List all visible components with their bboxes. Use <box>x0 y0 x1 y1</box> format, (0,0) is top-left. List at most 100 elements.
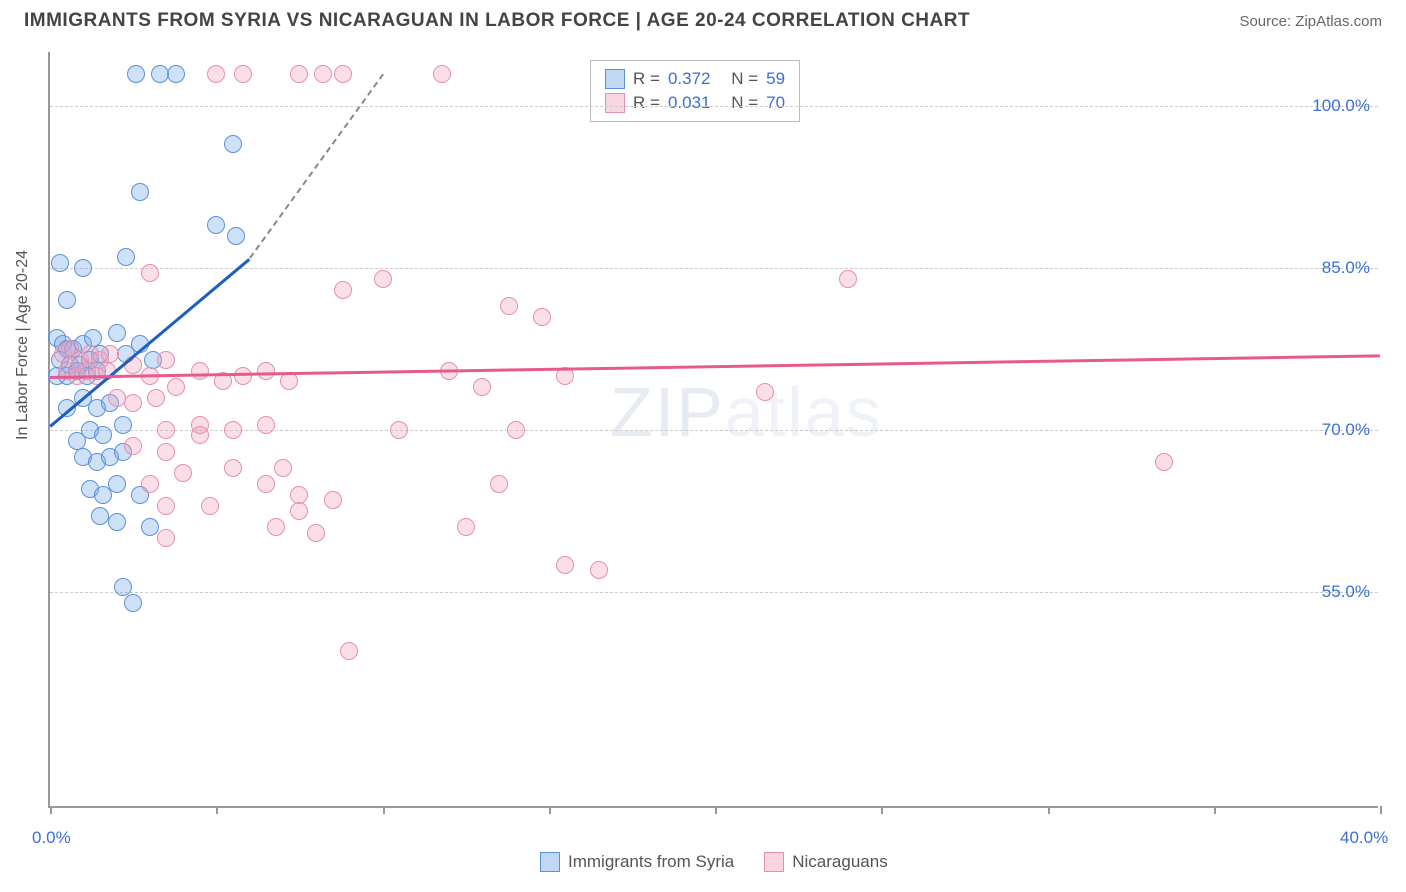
data-point <box>290 65 308 83</box>
y-tick-label: 70.0% <box>1322 420 1370 440</box>
trend-line <box>249 74 384 259</box>
n-label: N = <box>731 67 758 91</box>
data-point <box>267 518 285 536</box>
y-tick-label: 85.0% <box>1322 258 1370 278</box>
legend-label: Nicaraguans <box>792 852 887 872</box>
data-point <box>147 389 165 407</box>
legend-item-syria: Immigrants from Syria <box>540 852 734 872</box>
y-tick-label: 100.0% <box>1312 96 1370 116</box>
data-point <box>257 416 275 434</box>
x-tick-end: 40.0% <box>1340 828 1388 848</box>
data-point <box>157 421 175 439</box>
data-point <box>117 248 135 266</box>
scatter-plot: ZIPatlas R = 0.372 N = 59 R = 0.031 N = … <box>48 52 1378 808</box>
data-point <box>340 642 358 660</box>
data-point <box>91 507 109 525</box>
legend-stats: R = 0.372 N = 59 R = 0.031 N = 70 <box>590 60 800 122</box>
source-label: Source: ZipAtlas.com <box>1239 13 1382 30</box>
data-point <box>556 556 574 574</box>
data-point <box>224 459 242 477</box>
data-point <box>108 513 126 531</box>
watermark: ZIPatlas <box>610 372 883 452</box>
data-point <box>124 394 142 412</box>
swatch-pink-icon <box>764 852 784 872</box>
swatch-blue-icon <box>540 852 560 872</box>
r-label: R = <box>633 67 660 91</box>
data-point <box>224 135 242 153</box>
data-point <box>324 491 342 509</box>
swatch-pink-icon <box>605 93 625 113</box>
x-tick <box>715 806 717 814</box>
data-point <box>101 345 119 363</box>
x-tick-start: 0.0% <box>32 828 71 848</box>
data-point <box>191 426 209 444</box>
data-point <box>51 254 69 272</box>
data-point <box>433 65 451 83</box>
data-point <box>457 518 475 536</box>
data-point <box>234 65 252 83</box>
data-point <box>307 524 325 542</box>
data-point <box>141 264 159 282</box>
data-point <box>108 475 126 493</box>
legend-row-syria: R = 0.372 N = 59 <box>605 67 785 91</box>
data-point <box>108 324 126 342</box>
data-point <box>201 497 219 515</box>
data-point <box>590 561 608 579</box>
x-tick <box>1048 806 1050 814</box>
r-value: 0.372 <box>668 67 711 91</box>
legend-label: Immigrants from Syria <box>568 852 734 872</box>
data-point <box>390 421 408 439</box>
n-label: N = <box>731 91 758 115</box>
data-point <box>167 65 185 83</box>
data-point <box>58 291 76 309</box>
legend-item-nicaraguans: Nicaraguans <box>764 852 887 872</box>
gridline <box>50 430 1378 431</box>
data-point <box>141 475 159 493</box>
x-tick <box>881 806 883 814</box>
data-point <box>207 216 225 234</box>
data-point <box>94 426 112 444</box>
data-point <box>108 389 126 407</box>
x-tick <box>1214 806 1216 814</box>
data-point <box>257 362 275 380</box>
data-point <box>127 65 145 83</box>
data-point <box>507 421 525 439</box>
data-point <box>334 281 352 299</box>
data-point <box>290 502 308 520</box>
data-point <box>141 518 159 536</box>
data-point <box>473 378 491 396</box>
trend-line <box>50 354 1380 378</box>
legend-series: Immigrants from Syria Nicaraguans <box>540 852 888 872</box>
data-point <box>500 297 518 315</box>
data-point <box>124 594 142 612</box>
data-point <box>157 351 175 369</box>
legend-row-nicaraguans: R = 0.031 N = 70 <box>605 91 785 115</box>
data-point <box>274 459 292 477</box>
data-point <box>756 383 774 401</box>
data-point <box>174 464 192 482</box>
x-tick <box>50 806 52 814</box>
data-point <box>114 416 132 434</box>
data-point <box>257 475 275 493</box>
data-point <box>74 259 92 277</box>
gridline <box>50 592 1378 593</box>
x-tick <box>216 806 218 814</box>
chart-title: IMMIGRANTS FROM SYRIA VS NICARAGUAN IN L… <box>24 10 970 32</box>
x-tick <box>1380 806 1382 814</box>
data-point <box>157 497 175 515</box>
data-point <box>151 65 169 83</box>
data-point <box>157 529 175 547</box>
y-axis-label: In Labor Force | Age 20-24 <box>14 250 32 440</box>
data-point <box>234 367 252 385</box>
r-label: R = <box>633 91 660 115</box>
data-point <box>490 475 508 493</box>
n-value: 70 <box>766 91 785 115</box>
x-tick <box>383 806 385 814</box>
gridline <box>50 268 1378 269</box>
n-value: 59 <box>766 67 785 91</box>
data-point <box>157 443 175 461</box>
data-point <box>334 65 352 83</box>
data-point <box>839 270 857 288</box>
x-tick <box>549 806 551 814</box>
data-point <box>1155 453 1173 471</box>
